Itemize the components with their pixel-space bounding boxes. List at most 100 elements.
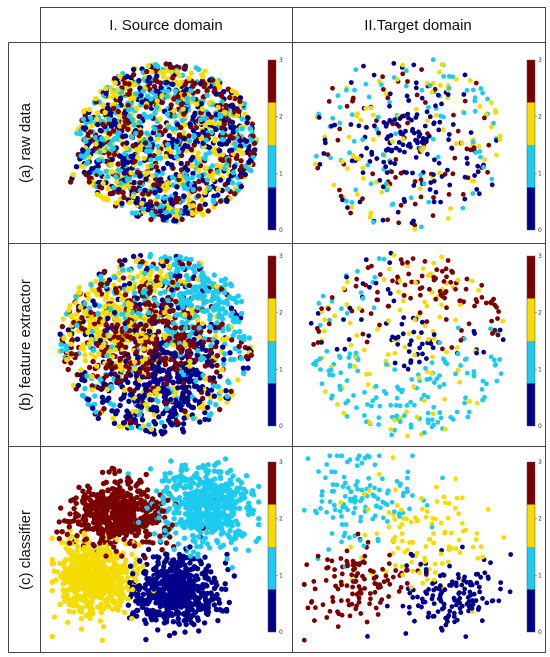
column-header-target: II.Target domain (364, 17, 472, 34)
data-point (103, 322, 109, 328)
data-point (371, 112, 376, 118)
data-point (117, 123, 123, 129)
data-point (218, 156, 224, 162)
data-point (480, 397, 485, 403)
data-point (248, 352, 254, 358)
data-point (82, 300, 88, 307)
data-point (182, 408, 188, 415)
data-point (326, 99, 332, 104)
data-point (149, 69, 155, 75)
data-point (441, 382, 447, 387)
data-point (221, 165, 228, 172)
data-point (174, 138, 180, 144)
data-point (202, 189, 208, 196)
data-point (180, 421, 187, 427)
data-point (126, 398, 132, 404)
data-point (437, 340, 443, 346)
data-point (400, 298, 406, 304)
data-point (225, 138, 232, 144)
data-point (156, 365, 162, 371)
data-point (410, 170, 415, 176)
data-point (377, 403, 383, 409)
data-point (172, 325, 179, 331)
data-point (462, 72, 468, 78)
data-point (191, 324, 197, 331)
data-point (482, 115, 487, 121)
data-point (381, 277, 387, 282)
data-point (205, 462, 211, 468)
data-point (169, 140, 175, 146)
data-point (127, 335, 134, 341)
data-point (186, 390, 192, 396)
data-point (467, 78, 473, 83)
data-point (215, 617, 221, 624)
data-point (125, 91, 132, 97)
data-point (195, 304, 201, 311)
data-point (247, 125, 253, 132)
data-point (390, 139, 395, 145)
data-point (103, 158, 110, 164)
data-point (166, 133, 172, 139)
data-point (319, 306, 324, 311)
data-point (239, 116, 245, 122)
data-point (375, 114, 381, 120)
data-point (431, 199, 437, 205)
data-point (398, 131, 404, 136)
data-point (483, 300, 489, 306)
data-point (196, 628, 202, 634)
data-point (176, 149, 182, 155)
data-point (174, 312, 181, 318)
data-point (153, 405, 159, 411)
data-point (324, 348, 330, 354)
data-point (345, 205, 350, 211)
data-point (398, 202, 404, 208)
data-point (353, 67, 359, 73)
data-point (437, 410, 443, 416)
data-point (363, 257, 369, 263)
data-point (417, 345, 423, 351)
data-point (111, 151, 118, 158)
data-point (365, 162, 371, 168)
data-point (190, 203, 196, 209)
data-point (137, 263, 143, 270)
data-point (431, 120, 437, 126)
data-point (438, 415, 444, 421)
data-point (201, 300, 207, 306)
data-point (464, 87, 470, 93)
data-point (240, 365, 247, 371)
data-point (372, 123, 377, 129)
data-point (125, 312, 131, 318)
data-point (184, 160, 191, 167)
data-point (387, 291, 393, 296)
data-point (177, 344, 184, 350)
data-point (91, 288, 98, 294)
data-point (445, 167, 450, 173)
data-point (144, 68, 150, 75)
data-point (163, 61, 169, 67)
data-point (449, 345, 455, 350)
data-point (316, 115, 322, 120)
data-point (131, 290, 138, 296)
data-point (314, 153, 319, 159)
data-point (171, 107, 178, 114)
data-point (127, 391, 134, 398)
data-point (354, 276, 360, 282)
data-point (383, 164, 389, 170)
data-point (148, 157, 154, 163)
data-point (187, 121, 193, 127)
data-point (142, 555, 148, 561)
data-point (88, 115, 94, 121)
data-point (370, 398, 376, 404)
data-point (313, 362, 318, 368)
data-point (196, 399, 203, 405)
data-point (78, 626, 85, 632)
data-point (94, 121, 101, 128)
data-point (387, 103, 392, 109)
data-point (326, 306, 331, 312)
data-point (441, 114, 446, 120)
data-point (86, 364, 93, 371)
data-point (176, 132, 183, 138)
data-point (125, 126, 131, 132)
data-point (381, 388, 387, 394)
data-point (193, 378, 199, 384)
